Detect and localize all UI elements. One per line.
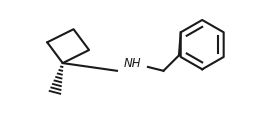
Text: NH: NH <box>124 57 141 70</box>
